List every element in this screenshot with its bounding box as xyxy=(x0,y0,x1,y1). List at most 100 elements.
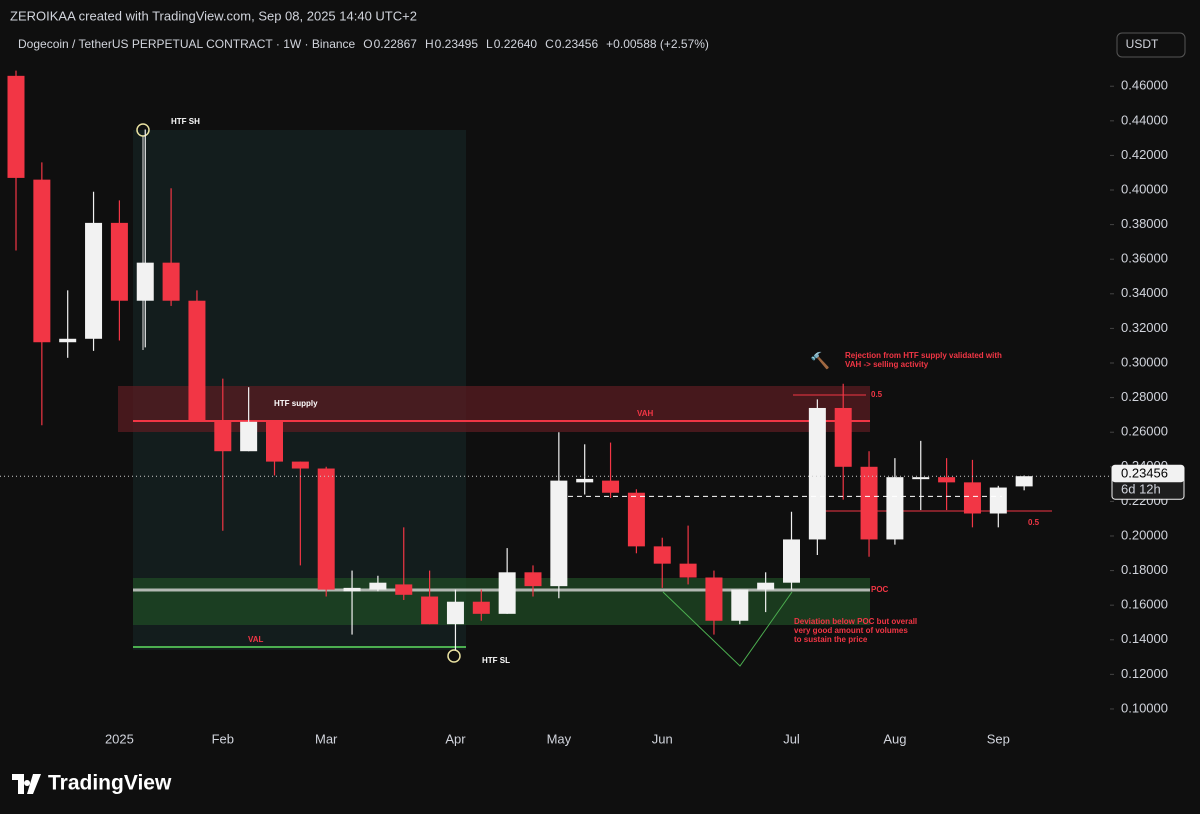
annotation: HTF supply xyxy=(274,399,318,408)
candle-body xyxy=(369,582,387,590)
annotation: very good amount of volumes xyxy=(794,626,908,635)
candle-body xyxy=(446,601,464,625)
ohlc-key: C xyxy=(545,37,554,51)
x-tick-label: Apr xyxy=(445,731,466,746)
candle-body xyxy=(912,477,930,480)
y-tick-label: 0.26000 xyxy=(1121,424,1168,439)
symbol-info: Dogecoin / TetherUS PERPETUAL CONTRACT ·… xyxy=(18,37,356,51)
candle-body xyxy=(576,478,594,483)
candle-body xyxy=(834,407,852,467)
ohlc-value: 0.23495 xyxy=(435,37,479,51)
x-tick-label: Feb xyxy=(212,731,234,746)
candle-body xyxy=(188,300,206,421)
last-price-label: 0.23456 xyxy=(1121,466,1168,481)
ohlc-value: 0.23456 xyxy=(555,37,599,51)
y-tick-label: 0.18000 xyxy=(1121,562,1168,577)
candle-body xyxy=(110,222,128,301)
candle-body xyxy=(679,563,697,578)
candle-body xyxy=(989,487,1007,514)
candle-body xyxy=(1015,476,1033,487)
candle-body xyxy=(627,492,645,547)
candle-body xyxy=(214,420,232,452)
y-tick-label: 0.30000 xyxy=(1121,354,1168,369)
ohlc-value: +0.00588 (+2.57%) xyxy=(606,37,709,51)
candle-body xyxy=(757,582,775,590)
y-tick-label: 0.44000 xyxy=(1121,112,1168,127)
candle-body xyxy=(7,75,25,178)
brand-name: TradingView xyxy=(48,772,172,795)
annotation: Rejection from HTF supply validated with xyxy=(845,351,1002,360)
candle-body xyxy=(85,222,103,339)
y-tick-label: 0.32000 xyxy=(1121,320,1168,335)
candle-body xyxy=(886,477,904,540)
x-tick-label: Sep xyxy=(987,731,1010,746)
annotation: 0.5 xyxy=(1028,518,1040,527)
x-tick-label: 2025 xyxy=(105,731,134,746)
annotation: POC xyxy=(871,585,889,594)
candle-body xyxy=(472,601,490,614)
last-price-box-top xyxy=(1112,465,1184,483)
candle-body xyxy=(731,589,749,621)
annotation: VAH xyxy=(637,409,654,418)
candle-body xyxy=(602,480,620,493)
brand-logo: TradingView xyxy=(12,772,172,795)
ohlc-legend: O 0.22867 H 0.23495 L 0.22640 C 0.23456 +0.00588… xyxy=(363,37,709,51)
x-tick-label: Jul xyxy=(783,731,800,746)
ohlc-value: 0.22867 xyxy=(374,37,418,51)
candle-body xyxy=(498,572,516,614)
x-tick-label: May xyxy=(547,731,572,746)
candle-body xyxy=(653,546,671,564)
x-tick-label: Jun xyxy=(652,731,673,746)
candle-body xyxy=(524,572,542,587)
attribution: ZEROIKAA created with TradingView.com, S… xyxy=(10,8,417,23)
y-tick-label: 0.38000 xyxy=(1121,216,1168,231)
ohlc-key: O xyxy=(363,37,372,51)
candle-body xyxy=(860,466,878,540)
ohlc-value: 0.22640 xyxy=(494,37,538,51)
candles xyxy=(7,70,1033,651)
y-tick-label: 0.12000 xyxy=(1121,666,1168,681)
candle-body xyxy=(33,179,51,343)
annotation: HTF SL xyxy=(482,656,510,665)
annotation: to sustain the price xyxy=(794,635,868,644)
candle-body xyxy=(550,480,568,587)
deviation-path xyxy=(662,591,793,667)
candle-body xyxy=(317,468,335,590)
candle-body xyxy=(59,338,77,343)
x-tick-label: Aug xyxy=(883,731,906,746)
y-tick-label: 0.34000 xyxy=(1121,285,1168,300)
candle-body xyxy=(938,477,956,483)
axes: 0.10000 0.12000 0.14000 0.16000 0.18000 0.200… xyxy=(0,78,1185,746)
candle-body xyxy=(963,482,981,514)
ohlc-key: L xyxy=(486,37,493,51)
y-tick-label: 0.14000 xyxy=(1121,631,1168,646)
y-tick-label: 0.28000 xyxy=(1121,389,1168,404)
y-tick-label: 0.16000 xyxy=(1121,597,1168,612)
currency-button[interactable] xyxy=(1116,32,1186,58)
htf-sh-marker xyxy=(136,123,150,137)
hammer-icon: 🔨 xyxy=(810,351,830,370)
candle-body xyxy=(421,596,439,625)
annotation: VAL xyxy=(248,635,264,644)
x-tick-label: Mar xyxy=(315,731,338,746)
annotation: VAH -> selling activity xyxy=(845,360,929,369)
htf-sl-marker xyxy=(447,649,461,663)
candle-body xyxy=(240,421,258,452)
candle-body xyxy=(291,461,309,469)
candle-body xyxy=(266,421,283,462)
y-tick-label: 0.36000 xyxy=(1121,251,1168,266)
countdown-label: 6d 12h xyxy=(1121,482,1161,497)
candle-body xyxy=(808,407,826,540)
y-tick-label: 0.40000 xyxy=(1121,181,1168,196)
ohlc-key: H xyxy=(425,37,434,51)
candle-body xyxy=(162,262,180,301)
logo-icon xyxy=(12,774,41,794)
candle-body xyxy=(705,577,723,621)
y-tick-label: 0.46000 xyxy=(1121,78,1168,93)
annotation: HTF SH xyxy=(171,117,200,126)
y-tick-label: 0.20000 xyxy=(1121,527,1168,542)
annotation: 0.5 xyxy=(871,390,883,399)
annotation: Deviation below POC but overall xyxy=(794,617,917,626)
